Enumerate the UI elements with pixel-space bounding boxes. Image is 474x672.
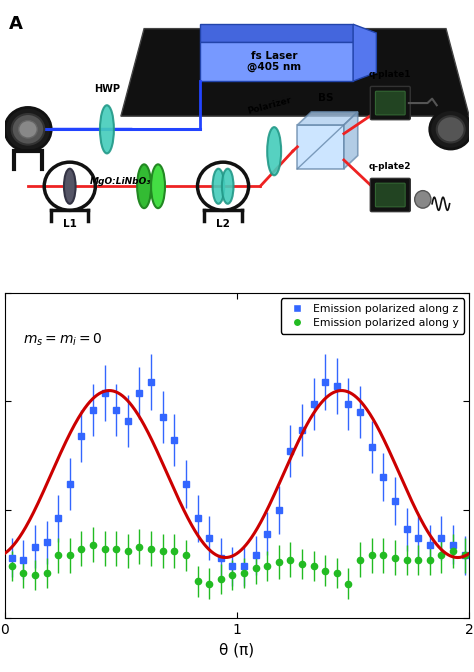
Text: MgO:LiNbO₃: MgO:LiNbO₃ — [90, 177, 152, 186]
Text: fs Laser
@405 nm: fs Laser @405 nm — [247, 50, 301, 73]
Text: L2: L2 — [216, 219, 230, 229]
X-axis label: θ (π): θ (π) — [219, 642, 255, 658]
Text: Polarizer: Polarizer — [246, 95, 292, 116]
Polygon shape — [200, 42, 353, 81]
Text: q-plate2: q-plate2 — [369, 162, 411, 171]
Legend: Emission polarized along z, Emission polarized along y: Emission polarized along z, Emission pol… — [281, 298, 464, 333]
FancyBboxPatch shape — [370, 178, 410, 212]
Ellipse shape — [151, 165, 165, 208]
Circle shape — [12, 114, 44, 144]
Ellipse shape — [415, 191, 431, 208]
Text: L1: L1 — [63, 219, 77, 229]
FancyBboxPatch shape — [375, 183, 405, 207]
Text: HWP: HWP — [94, 84, 120, 94]
Circle shape — [18, 120, 37, 138]
Polygon shape — [121, 29, 469, 116]
Ellipse shape — [213, 169, 224, 204]
Text: BS: BS — [318, 93, 333, 103]
Polygon shape — [297, 112, 358, 125]
Ellipse shape — [222, 169, 234, 204]
FancyBboxPatch shape — [370, 87, 410, 120]
Circle shape — [430, 110, 472, 149]
FancyBboxPatch shape — [375, 91, 405, 115]
Polygon shape — [344, 112, 358, 169]
Text: A: A — [9, 15, 23, 34]
Polygon shape — [200, 24, 353, 42]
Ellipse shape — [267, 127, 281, 175]
Polygon shape — [297, 125, 344, 169]
Ellipse shape — [137, 165, 151, 208]
Ellipse shape — [64, 169, 75, 204]
Circle shape — [5, 108, 51, 151]
Circle shape — [437, 116, 465, 142]
Polygon shape — [353, 24, 376, 81]
Text: $m_s = m_i = 0$: $m_s = m_i = 0$ — [23, 332, 103, 348]
Ellipse shape — [100, 106, 114, 153]
Text: q-plate1: q-plate1 — [369, 70, 411, 79]
